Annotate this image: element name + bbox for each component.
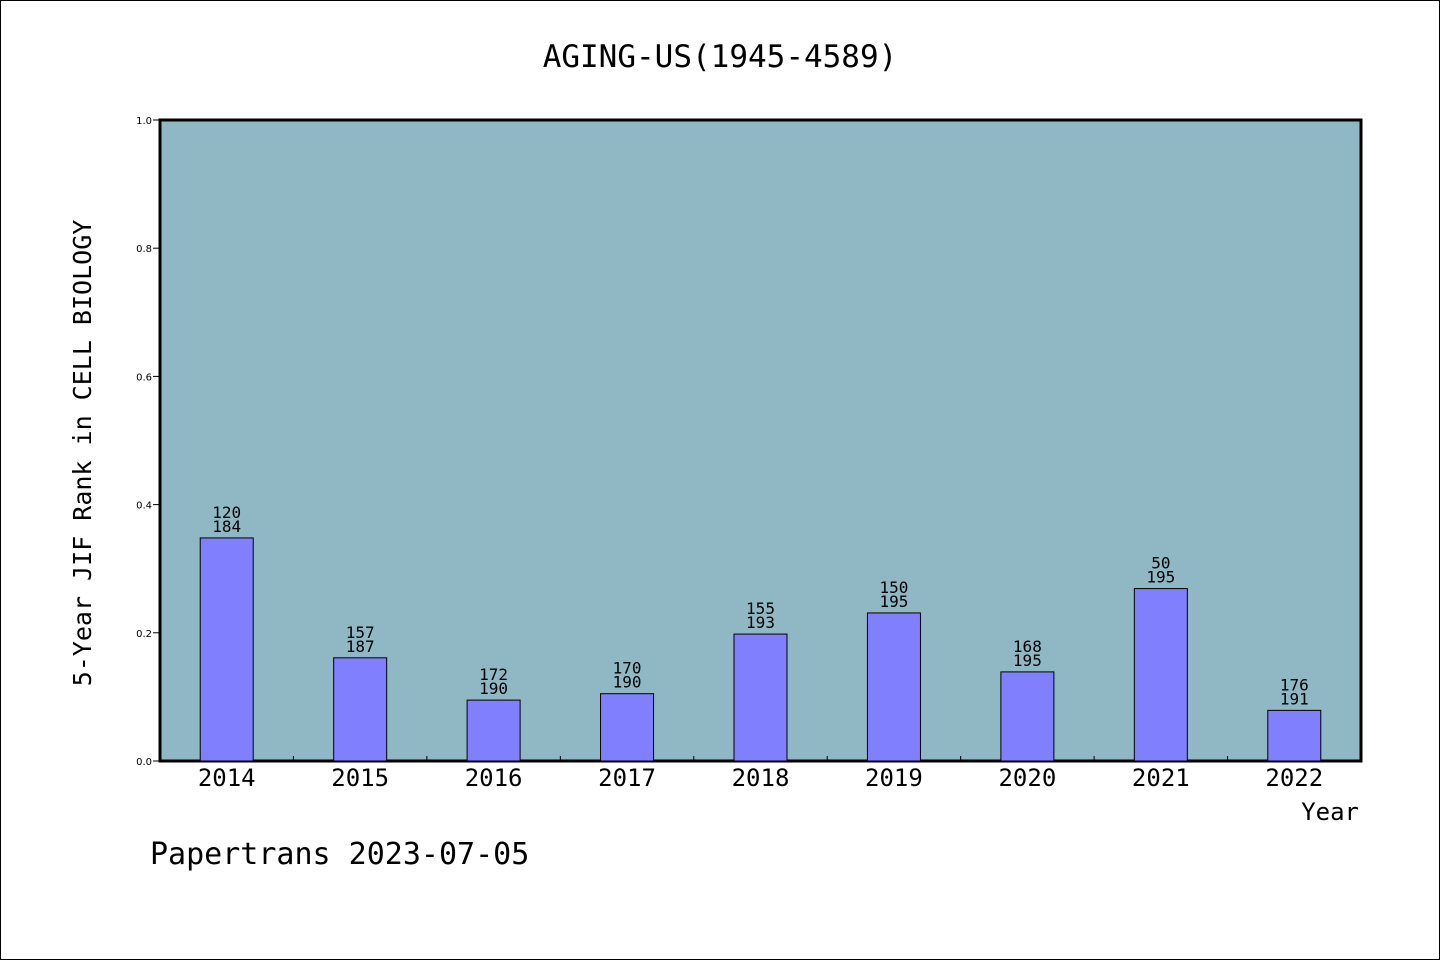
x-tick-label: 2016 <box>465 764 523 792</box>
x-tick-label: 2021 <box>1132 764 1190 792</box>
bar-2016 <box>466 699 521 762</box>
bar-rank-label: 155 <box>746 599 775 618</box>
bar-rank-label: 150 <box>879 578 908 597</box>
bar-total-label: 184 <box>212 517 241 536</box>
x-tick-label: 2018 <box>732 764 790 792</box>
bar-total-label: 195 <box>1146 568 1175 587</box>
bar-rank-label: 176 <box>1280 675 1309 694</box>
bar-rank-label: 120 <box>212 503 241 522</box>
bar-rank-label: 157 <box>346 623 375 642</box>
y-tick-label: 0.6 <box>136 372 152 383</box>
x-tick-label: 2022 <box>1265 764 1323 792</box>
bar-2022 <box>1267 709 1322 762</box>
y-tick-label: 0.4 <box>136 501 152 512</box>
bar-2019 <box>866 612 921 762</box>
bar-total-label: 191 <box>1280 689 1309 708</box>
bars-group: 1201841571871721901701901551931501951681… <box>199 503 1322 762</box>
x-tick-label: 2020 <box>998 764 1056 792</box>
bar-2017 <box>600 693 655 762</box>
bar-2020 <box>1000 671 1055 762</box>
bar-2018 <box>733 633 788 762</box>
bar-rank-label: 172 <box>479 665 508 684</box>
bar-total-label: 193 <box>746 613 775 632</box>
bar-total-label: 195 <box>1013 651 1042 670</box>
bar-rank-label: 168 <box>1013 637 1042 656</box>
x-tick-label: 2017 <box>598 764 656 792</box>
x-tick-label: 2019 <box>865 764 923 792</box>
y-tick-label: 0.0 <box>136 757 152 768</box>
x-tick-label: 2014 <box>198 764 256 792</box>
y-axis-ticks: 0.0 0.2 0.4 0.6 0.8 1.0 <box>136 116 160 768</box>
x-axis-label: Year <box>1301 798 1359 826</box>
y-tick-label: 1.0 <box>136 116 152 127</box>
y-tick-label: 0.2 <box>136 629 152 640</box>
bar-total-label: 190 <box>479 679 508 698</box>
bar-total-label: 195 <box>879 592 908 611</box>
bar-2014 <box>199 537 254 762</box>
bar-total-label: 190 <box>613 673 642 692</box>
bar-2015 <box>333 657 388 762</box>
chart-title: AGING-US(1945-4589) <box>543 39 898 75</box>
bar-rank-label: 170 <box>613 659 642 678</box>
x-axis-ticks: 2014 2015 2016 2017 2018 2019 2020 2021 2022 <box>198 756 1323 792</box>
x-tick-label: 2015 <box>331 764 389 792</box>
y-axis-label: 5-Year JIF Rank in CELL BIOLOGY <box>68 220 97 687</box>
bar-rank-label: 50 <box>1151 554 1170 573</box>
footer-text: Papertrans 2023-07-05 <box>150 837 529 872</box>
bar-2021 <box>1133 588 1188 762</box>
y-tick-label: 0.8 <box>136 244 152 255</box>
bar-total-label: 187 <box>346 637 375 656</box>
